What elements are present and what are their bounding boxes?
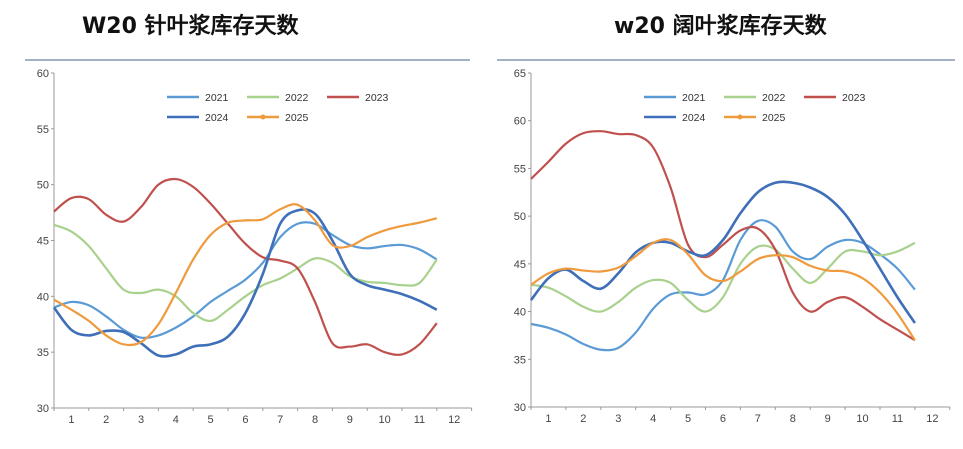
- x-tick-label: 3: [615, 413, 621, 425]
- y-tick-label: 30: [514, 402, 526, 414]
- y-tick-label: 60: [514, 116, 526, 128]
- x-tick-label: 12: [448, 414, 460, 426]
- x-tick-label: 2: [580, 413, 586, 425]
- legend-label-2024: 2024: [682, 112, 706, 124]
- y-tick-label: 60: [37, 68, 49, 80]
- y-tick-label: 30: [37, 403, 49, 415]
- x-tick-label: 1: [545, 413, 551, 425]
- x-tick-label: 2: [103, 414, 109, 426]
- legend-label-2025: 2025: [762, 112, 786, 124]
- x-tick-label: 8: [790, 413, 796, 425]
- series-line-2024: [52, 208, 438, 358]
- x-tick-label: 10: [378, 414, 390, 426]
- y-tick-label: 40: [37, 291, 49, 303]
- y-tick-label: 45: [37, 236, 49, 248]
- x-tick-label: 7: [277, 414, 283, 426]
- y-tick-label: 50: [37, 180, 49, 192]
- legend-label-2024: 2024: [205, 112, 229, 124]
- x-tick-label: 9: [347, 414, 353, 426]
- x-tick-label: 5: [208, 414, 214, 426]
- legend-marker-2025: [737, 114, 743, 120]
- y-tick-label: 50: [514, 211, 526, 223]
- series-line-2023: [530, 130, 916, 342]
- x-tick-label: 6: [720, 413, 726, 425]
- legend-label-2021: 2021: [205, 92, 229, 104]
- legend-label-2022: 2022: [762, 92, 786, 104]
- legend-label-2023: 2023: [842, 92, 866, 104]
- y-tick-label: 35: [37, 347, 49, 359]
- x-tick-label: 4: [650, 413, 656, 425]
- y-tick-label: 65: [514, 68, 526, 80]
- x-tick-label: 11: [892, 413, 903, 425]
- y-tick-label: 40: [514, 307, 526, 319]
- x-tick-label: 3: [138, 414, 144, 426]
- y-tick-label: 45: [514, 259, 526, 271]
- series-line-2025: [53, 203, 438, 347]
- series-line-2023: [53, 177, 438, 356]
- legend-label-2022: 2022: [285, 92, 309, 104]
- x-tick-label: 10: [856, 413, 868, 425]
- x-tick-label: 8: [312, 414, 318, 426]
- x-tick-label: 11: [414, 414, 425, 426]
- x-tick-label: 9: [825, 413, 831, 425]
- series-line-2024: [529, 180, 916, 324]
- legend-label-2023: 2023: [365, 92, 389, 104]
- y-tick-label: 35: [514, 354, 526, 366]
- x-tick-label: 7: [755, 413, 761, 425]
- x-tick-label: 5: [685, 413, 691, 425]
- x-tick-label: 4: [173, 414, 179, 426]
- legend-marker-2025: [260, 114, 266, 120]
- series-line-2022: [53, 223, 438, 323]
- y-tick-label: 55: [514, 163, 526, 175]
- series-line-2022: [530, 241, 916, 313]
- legend-label-2021: 2021: [682, 92, 706, 104]
- x-tick-label: 6: [242, 414, 248, 426]
- chart-title-softwood: W20 针叶浆库存天数: [82, 14, 299, 39]
- series-line-2021: [53, 221, 438, 340]
- series-line-2025: [530, 238, 916, 341]
- x-tick-label: 12: [926, 413, 938, 425]
- y-tick-label: 55: [37, 124, 49, 136]
- x-tick-label: 1: [68, 414, 74, 426]
- chart-title-hardwood: w20 阔叶浆库存天数: [614, 14, 827, 39]
- legend-label-2025: 2025: [285, 112, 309, 124]
